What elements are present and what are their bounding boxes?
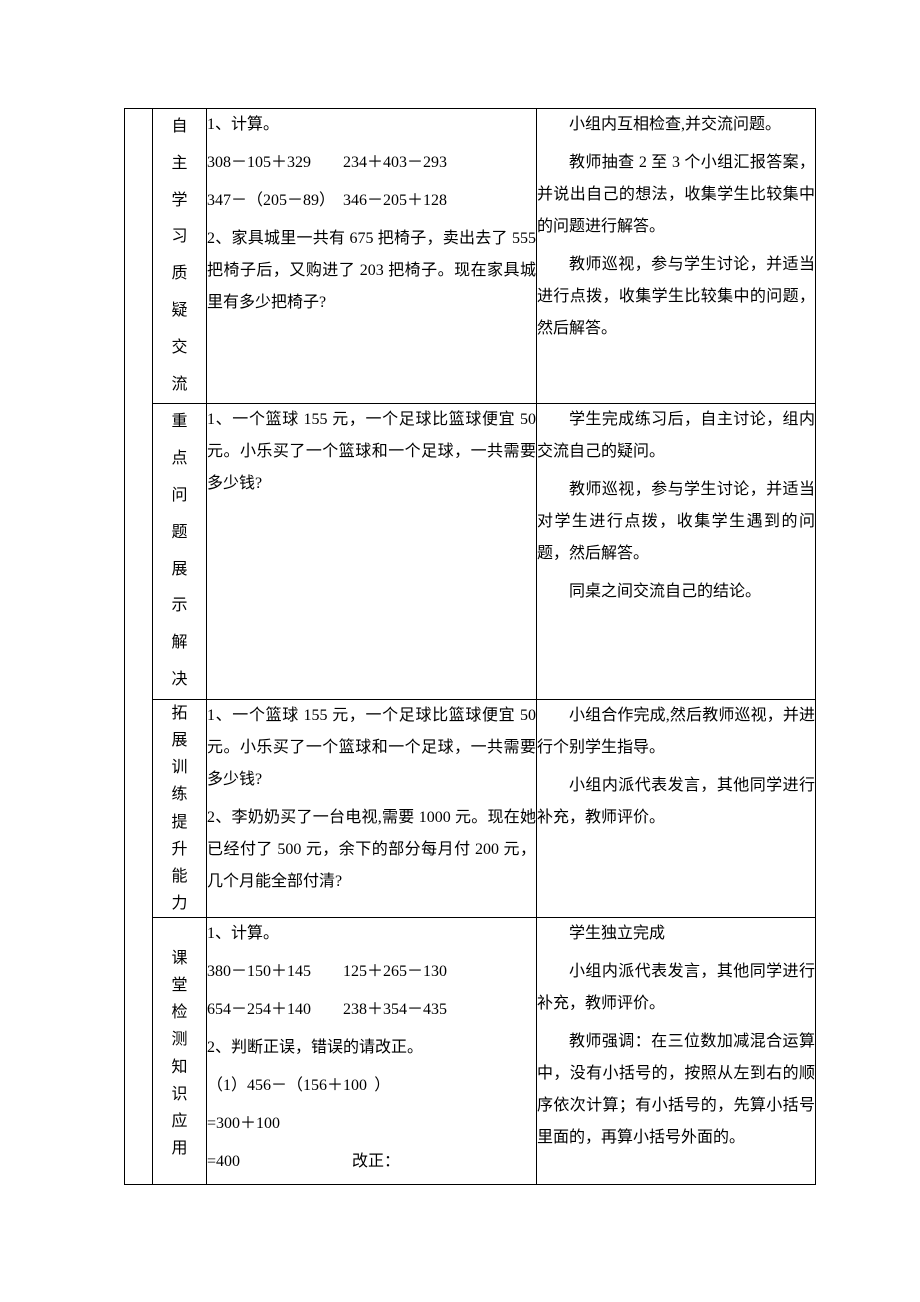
label-char: 题 <box>153 515 206 552</box>
content-cell: 1、一个篮球 155 元，一个足球比篮球便宜 50 元。小乐买了一个篮球和一个足… <box>207 699 537 918</box>
label-char: 决 <box>153 662 206 699</box>
content-paragraph: 347－（205－89） 346－205＋128 <box>207 185 536 217</box>
label-char: 知 <box>153 1054 206 1081</box>
label-char: 交 <box>153 330 206 367</box>
label-char: 练 <box>153 781 206 808</box>
label-char: 展 <box>153 552 206 589</box>
notes-paragraph: 小组合作完成,然后教师巡视，并进行个别学生指导。 <box>537 700 815 764</box>
notes-cell: 学生独立完成小组内派代表发言，其他同学进行补充，教师评价。教师强调：在三位数加减… <box>537 918 816 1185</box>
notes-paragraph: 同桌之间交流自己的结论。 <box>537 576 815 608</box>
label-char: 提 <box>153 809 206 836</box>
spine-column <box>125 109 153 1185</box>
label-char: 应 <box>153 1108 206 1135</box>
notes-cell: 学生完成练习后，自主讨论，组内交流自己的疑问。教师巡视，参与学生讨论，并适当对学… <box>537 404 816 699</box>
label-char: 重 <box>153 404 206 441</box>
label-char: 测 <box>153 1026 206 1053</box>
section-label-cell: 拓展训练提升能力 <box>153 699 207 918</box>
document-page: 自主学习质疑交流1、计算。308－105＋329 234＋403－293347－… <box>0 0 920 1245</box>
section-label: 拓展训练提升能力 <box>153 700 206 918</box>
label-char: 用 <box>153 1135 206 1162</box>
section-label: 自主学习质疑交流 <box>153 109 206 403</box>
content-paragraph: =400 改正： <box>207 1146 536 1178</box>
label-char: 堂 <box>153 972 206 999</box>
notes-paragraph: 小组内派代表发言，其他同学进行补充，教师评价。 <box>537 770 815 834</box>
lesson-plan-table: 自主学习质疑交流1、计算。308－105＋329 234＋403－293347－… <box>124 108 816 1185</box>
section-label-cell: 自主学习质疑交流 <box>153 109 207 404</box>
content-cell: 1、计算。 380－150＋145 125＋265－130 654－254＋140 … <box>207 918 537 1185</box>
section-label-cell: 重点问题展示解决 <box>153 404 207 699</box>
label-char: 识 <box>153 1081 206 1108</box>
notes-paragraph: 教师抽查 2 至 3 个小组汇报答案，并说出自己的想法，收集学生比较集中的问题进… <box>537 147 815 243</box>
notes-paragraph: 学生独立完成 <box>537 918 815 950</box>
content-paragraph: 654－254＋140 238＋354－435 <box>207 994 536 1026</box>
label-char: 自 <box>153 109 206 146</box>
content-paragraph: =300＋100 <box>207 1108 536 1140</box>
label-char: 流 <box>153 367 206 404</box>
label-char: 主 <box>153 146 206 183</box>
label-char: 解 <box>153 625 206 662</box>
label-char: 习 <box>153 219 206 256</box>
content-cell: 1、计算。 308－105＋329 234＋403－293 347－（205－89）… <box>207 109 537 404</box>
label-char: 学 <box>153 183 206 220</box>
label-char: 拓 <box>153 700 206 727</box>
content-cell: 1、一个篮球 155 元，一个足球比篮球便宜 50 元。小乐买了一个篮球和一个足… <box>207 404 537 699</box>
notes-paragraph: 教师巡视，参与学生讨论，并适当对学生进行点拨，收集学生遇到的问题，然后解答。 <box>537 474 815 570</box>
label-char: 能 <box>153 863 206 890</box>
notes-cell: 小组内互相检查,并交流问题。教师抽查 2 至 3 个小组汇报答案，并说出自己的想… <box>537 109 816 404</box>
notes-cell: 小组合作完成,然后教师巡视，并进行个别学生指导。小组内派代表发言，其他同学进行补… <box>537 699 816 918</box>
content-paragraph: 308－105＋329 234＋403－293 <box>207 147 536 179</box>
notes-paragraph: 小组内互相检查,并交流问题。 <box>537 109 815 141</box>
label-char: 展 <box>153 727 206 754</box>
spacer <box>207 506 536 616</box>
label-char: 点 <box>153 441 206 478</box>
notes-paragraph: 教师巡视，参与学生讨论，并适当进行点拨，收集学生比较集中的问题，然后解答。 <box>537 249 815 345</box>
content-paragraph: 2、李奶奶买了一台电视,需要 1000 元。现在她已经付了 500 元，余下的部… <box>207 802 536 898</box>
label-char: 问 <box>153 478 206 515</box>
content-paragraph: 380－150＋145 125＋265－130 <box>207 956 536 988</box>
notes-paragraph: 教师强调：在三位数加减混合运算中，没有小括号的，按照从左到右的顺序依次计算；有小… <box>537 1026 815 1154</box>
notes-paragraph: 学生完成练习后，自主讨论，组内交流自己的疑问。 <box>537 404 815 468</box>
label-char: 疑 <box>153 293 206 330</box>
label-char: 训 <box>153 754 206 781</box>
section-label-cell: 课堂检测知识应用 <box>153 918 207 1185</box>
content-paragraph: 1、一个篮球 155 元，一个足球比篮球便宜 50 元。小乐买了一个篮球和一个足… <box>207 700 536 796</box>
label-char: 升 <box>153 836 206 863</box>
label-char: 课 <box>153 945 206 972</box>
content-paragraph: （1）456－（156＋100 ） <box>207 1070 536 1102</box>
label-char: 质 <box>153 256 206 293</box>
label-char: 示 <box>153 588 206 625</box>
notes-paragraph: 小组内派代表发言，其他同学进行补充，教师评价。 <box>537 956 815 1020</box>
content-paragraph: 1、一个篮球 155 元，一个足球比篮球便宜 50 元。小乐买了一个篮球和一个足… <box>207 404 536 500</box>
section-label: 重点问题展示解决 <box>153 404 206 698</box>
label-char: 检 <box>153 999 206 1026</box>
content-paragraph: 2、家具城里一共有 675 把椅子，卖出去了 555 把椅子后，又购进了 203… <box>207 223 536 319</box>
label-char: 力 <box>153 890 206 917</box>
section-label: 课堂检测知识应用 <box>153 945 206 1163</box>
content-paragraph: 2、判断正误，错误的请改正。 <box>207 1032 536 1064</box>
content-paragraph: 1、计算。 <box>207 109 536 141</box>
content-paragraph: 1、计算。 <box>207 918 536 950</box>
